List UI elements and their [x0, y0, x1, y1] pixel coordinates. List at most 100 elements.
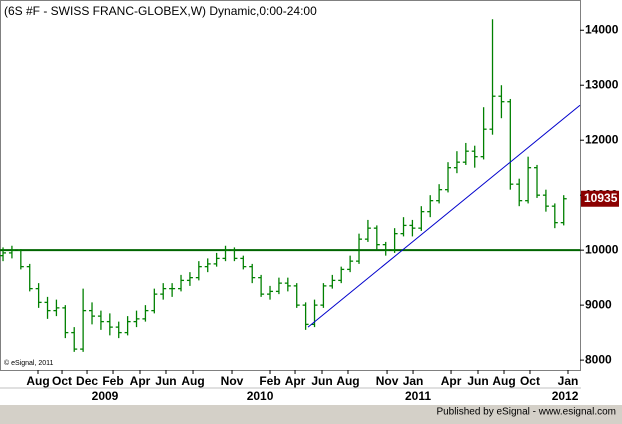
ohlc-bar	[106, 313, 113, 336]
ohlc-bar	[302, 302, 309, 330]
ohlc-bar	[320, 283, 327, 308]
ohlc-bar	[17, 249, 24, 270]
ohlc-bar	[169, 283, 176, 297]
ohlc-bar	[151, 288, 158, 314]
ohlc-bar	[364, 219, 371, 242]
ohlc-bar	[231, 247, 238, 262]
ohlc-bar	[133, 310, 140, 328]
ohlc-bar	[551, 203, 558, 229]
y-tick-label: 13000	[585, 77, 619, 91]
x-tick-label: Feb	[259, 374, 280, 388]
ohlc-bar	[97, 310, 104, 330]
ohlc-bar	[53, 299, 60, 317]
y-tick-label: 12000	[585, 132, 619, 146]
ohlc-bar	[8, 245, 15, 259]
x-tick-label: Oct	[52, 374, 72, 388]
x-tick-label: Jun	[467, 374, 488, 388]
ohlc-bar	[80, 288, 87, 352]
ohlc-bar	[356, 233, 363, 264]
ohlc-bar	[516, 178, 523, 207]
ohlc-bar	[525, 156, 532, 204]
ohlc-bar	[35, 283, 42, 308]
chart-background	[0, 0, 622, 405]
copyright: © eSignal, 2011	[4, 359, 54, 367]
year-label: 2011	[405, 389, 431, 403]
trendline	[307, 104, 581, 328]
ohlc-bar	[26, 263, 33, 292]
ohlc-bar	[542, 189, 549, 212]
ohlc-bar	[222, 245, 229, 262]
x-tick-label: Apr	[441, 374, 462, 388]
ohlc-bar	[436, 184, 443, 204]
ohlc-bar	[160, 283, 167, 300]
year-label: 2009	[92, 389, 119, 403]
ohlc-bar	[427, 195, 434, 218]
ohlc-bar	[71, 327, 78, 352]
chart-title: (6S #F - SWISS FRANC-GLOBEX,W) Dynamic,0…	[4, 4, 317, 18]
x-tick-label: Aug	[26, 374, 49, 388]
ohlc-bar	[142, 305, 149, 322]
y-tick-label: 10000	[585, 242, 619, 256]
plot-frame	[0, 0, 581, 371]
ohlc-bar	[115, 321, 122, 339]
x-tick-label: Jan	[558, 374, 579, 388]
y-tick-label: 8000	[585, 352, 612, 366]
ohlc-bar	[507, 98, 514, 190]
ohlc-bar	[418, 206, 425, 231]
ohlc-bar	[373, 225, 380, 251]
ohlc-bar	[44, 296, 51, 319]
x-tick-label: Oct	[520, 374, 540, 388]
ohlc-bar	[471, 145, 478, 168]
ohlc-bar	[204, 258, 211, 273]
ohlc-bar	[534, 164, 541, 198]
ohlc-bar	[409, 219, 416, 237]
x-tick-label: Aug	[336, 374, 359, 388]
x-tick-label: Dec	[76, 374, 98, 388]
ohlc-bar	[89, 302, 96, 325]
ohlc-bar	[293, 283, 300, 308]
year-label: 2012	[552, 389, 579, 403]
ohlc-bar	[445, 162, 452, 193]
x-tick-label: Aug	[181, 374, 204, 388]
ohlc-bar	[480, 107, 487, 160]
x-tick-label: Feb	[102, 374, 123, 388]
ohlc-bar	[400, 217, 407, 237]
plot-area	[0, 19, 581, 352]
last-price-box	[581, 190, 619, 207]
ohlc-bar	[195, 261, 202, 281]
x-tick-label: Apr	[130, 374, 151, 388]
x-tick-label: Jun	[155, 374, 176, 388]
ohlc-bar	[284, 277, 291, 292]
ohlc-bar	[249, 263, 256, 284]
ohlc-bar	[347, 255, 354, 273]
ohlc-bar	[453, 151, 460, 174]
ohlc-bar	[0, 247, 7, 262]
x-tick-label: Apr	[285, 374, 306, 388]
ohlc-bar	[62, 305, 69, 339]
x-tick-label: Jan	[403, 374, 424, 388]
ohlc-bar	[382, 241, 389, 256]
ohlc-bar	[213, 252, 220, 267]
y-tick-label: 9000	[585, 297, 612, 311]
x-tick-label: Aug	[492, 374, 515, 388]
ohlc-bar	[560, 195, 567, 226]
x-tick-label: Jun	[311, 374, 332, 388]
ohlc-bar	[258, 274, 265, 297]
ohlc-bar	[498, 85, 505, 119]
ohlc-bar	[489, 19, 496, 135]
ohlc-bar	[462, 142, 469, 165]
x-tick-label: Nov	[376, 374, 399, 388]
ohlc-bar	[267, 285, 274, 300]
ohlc-bar	[178, 274, 185, 292]
ohlc-bar	[124, 316, 131, 336]
ohlc-bar	[391, 228, 398, 253]
x-tick-label: Nov	[221, 374, 244, 388]
ohlc-bar	[240, 255, 247, 270]
footer-text: Published by eSignal - www.esignal.com	[436, 407, 616, 418]
ohlc-bar	[329, 274, 336, 289]
last-price-label: 10935	[584, 191, 618, 205]
ohlc-bar	[186, 272, 193, 286]
y-tick-label: 14000	[585, 22, 619, 36]
